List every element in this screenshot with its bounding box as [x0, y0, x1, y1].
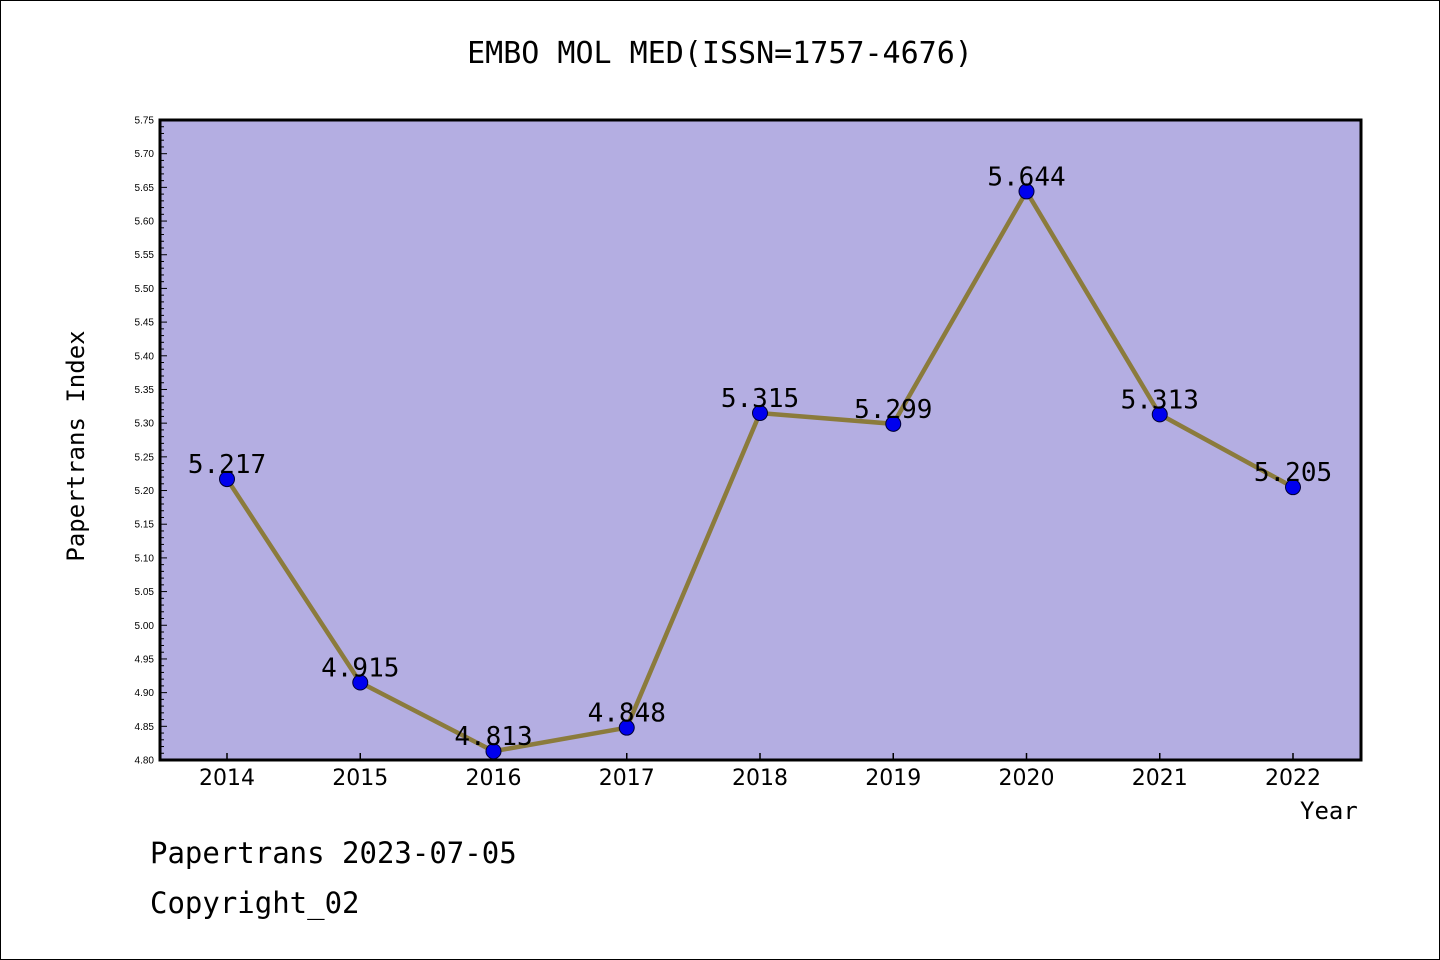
y-tick-label: 5.10: [135, 553, 155, 564]
x-tick-label: 2022: [1265, 766, 1321, 791]
data-value-label: 5.205: [1254, 458, 1332, 488]
x-tick-label: 2017: [599, 766, 655, 791]
x-tick-label: 2016: [466, 766, 522, 791]
y-tick-label: 5.30: [135, 419, 155, 430]
footer-date-text: Papertrans 2023-07-05: [150, 836, 517, 870]
data-point-marker: [1151, 406, 1168, 423]
data-point-marker: [352, 674, 369, 691]
x-tick-label: 2019: [865, 766, 921, 791]
data-value-label: 5.313: [1121, 385, 1199, 415]
plot-area: [160, 120, 1361, 760]
y-tick-label: 5.20: [135, 486, 155, 497]
y-tick-label: 5.70: [135, 149, 155, 160]
y-tick-label: 5.65: [135, 183, 155, 194]
y-tick-label: 4.90: [135, 688, 155, 699]
data-value-label: 5.644: [987, 162, 1065, 192]
y-tick-label: 5.55: [135, 250, 155, 261]
y-tick-label: 5.50: [135, 284, 155, 295]
y-tick-label: 5.40: [135, 351, 155, 362]
data-point-marker: [618, 719, 635, 736]
y-tick-label: 4.95: [135, 654, 155, 665]
x-tick-label: 2015: [332, 766, 388, 791]
x-tick-label: 2021: [1132, 766, 1188, 791]
data-point-marker: [485, 743, 502, 760]
y-tick-label: 5.35: [135, 385, 155, 396]
y-tick-label: 5.75: [135, 116, 155, 127]
data-point-marker: [1018, 183, 1035, 200]
x-tick-label: 2018: [732, 766, 788, 791]
data-value-label: 5.315: [721, 384, 799, 414]
y-tick-label: 5.45: [135, 318, 155, 329]
footer-copyright-text: Copyright_02: [150, 886, 360, 920]
plot-border: [158, 118, 1363, 762]
x-axis-label: Year: [1300, 797, 1358, 825]
y-tick-label: 5.60: [135, 217, 155, 228]
y-tick-label: 5.25: [135, 452, 155, 463]
y-tick-label: 4.85: [135, 722, 155, 733]
y-tick-label: 5.15: [135, 520, 155, 531]
data-value-label: 4.915: [321, 654, 399, 684]
x-tick-label: 2020: [999, 766, 1055, 791]
data-point-marker: [1285, 479, 1301, 496]
data-value-label: 5.217: [188, 450, 266, 480]
data-point-marker: [752, 405, 768, 422]
y-tick-label: 4.80: [135, 756, 155, 767]
y-tick-label: 5.05: [135, 587, 155, 598]
data-value-label: 4.848: [588, 699, 666, 729]
data-point-marker: [885, 415, 902, 432]
x-tick-label: 2014: [199, 766, 255, 791]
y-tick-label: 5.00: [135, 621, 155, 632]
data-point-marker: [219, 471, 235, 488]
data-value-label: 5.299: [854, 395, 932, 425]
chart-title: EMBO MOL MED(ISSN=1757-4676): [467, 36, 973, 71]
data-value-label: 4.813: [454, 722, 532, 752]
